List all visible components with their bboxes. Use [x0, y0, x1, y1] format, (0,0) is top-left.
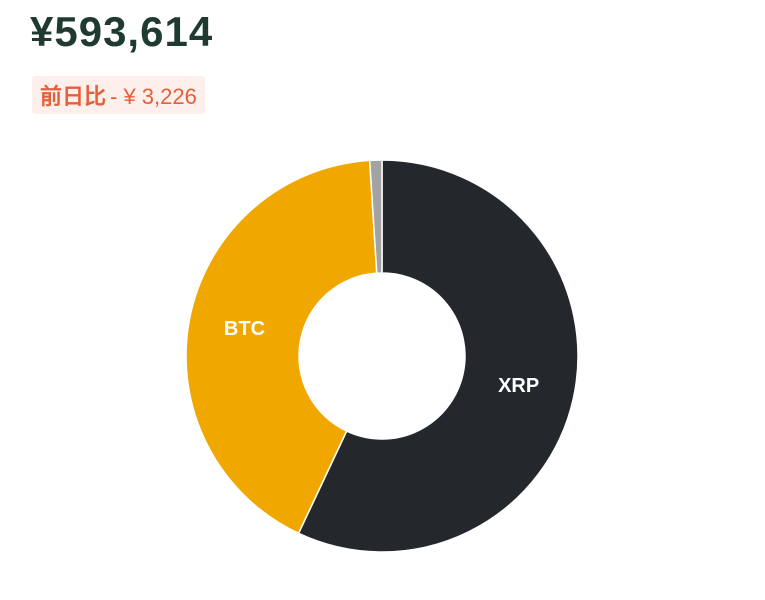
change-value: - ¥ 3,226: [110, 84, 197, 109]
slice: [185, 159, 378, 535]
slice: [297, 159, 579, 553]
slice-label: BTC: [224, 318, 265, 340]
total-balance: ¥593,614: [30, 8, 214, 55]
slice: [368, 159, 383, 274]
slice-label: XRP: [498, 375, 539, 397]
change-label: 前日比: [40, 84, 107, 109]
change-badge: 前日比 - ¥ 3,226: [32, 76, 205, 114]
